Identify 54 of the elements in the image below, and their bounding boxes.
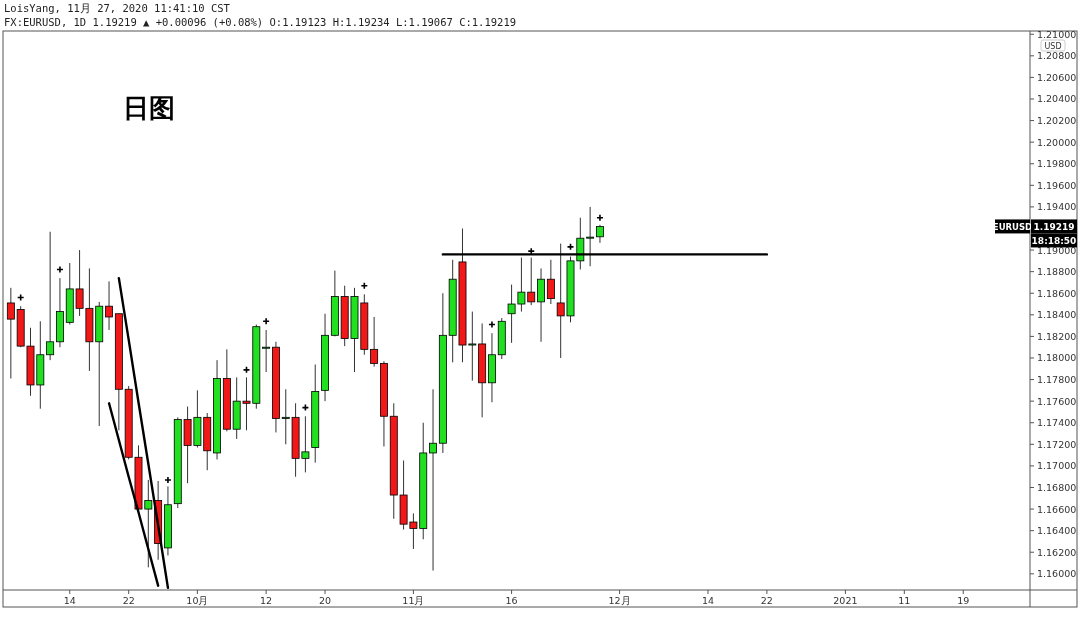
y-tick-label: 1.18400 (1037, 309, 1077, 321)
y-tick-label: 1.20400 (1037, 93, 1077, 105)
x-tick-label: 14 (701, 595, 714, 606)
candlestick (105, 280, 113, 331)
y-tick-label: 1.18800 (1037, 266, 1077, 278)
y-tick-label: 1.19000 (1037, 244, 1077, 256)
text: 1.19219 (1033, 221, 1075, 232)
x-tick-label: 2021 (833, 595, 858, 606)
y-tick-label: 1.20600 (1037, 71, 1077, 83)
x-tick-label: 12 (260, 595, 273, 606)
candlestick (596, 224, 604, 244)
y-tick-label: 1.17800 (1037, 374, 1077, 386)
text: LoisYang, 11月 27, 2020 11:41:10 CST (4, 2, 231, 14)
text: USD (1044, 41, 1062, 51)
y-tick-label: 1.18200 (1037, 330, 1077, 342)
y-tick-label: 1.19800 (1037, 158, 1077, 170)
point (164, 476, 172, 484)
candlestick (46, 231, 55, 361)
y-tick-label: 1.20000 (1037, 136, 1077, 148)
x-tick-label: 11 (898, 595, 911, 606)
x-tick-label: 11月 (402, 595, 425, 606)
y-tick-label: 1.19400 (1037, 201, 1077, 213)
candlestick (429, 388, 437, 572)
x-tick-label: 22 (760, 595, 773, 606)
y-tick-label: 1.16800 (1037, 481, 1077, 493)
x-tick-label: 19 (957, 595, 970, 606)
y-tick-label: 1.16600 (1037, 503, 1077, 515)
x-tick-label: 12月 (608, 595, 631, 606)
point (262, 317, 270, 326)
y-tick-label: 1.20800 (1037, 50, 1077, 62)
y-tick-label: 1.17000 (1037, 460, 1077, 472)
x-tick-label: 20 (319, 595, 332, 606)
x-tick-label: 16 (505, 595, 518, 606)
y-tick-label: 1.21000 (1037, 28, 1077, 40)
y-tick-label: 1.16400 (1037, 525, 1077, 537)
point (527, 247, 536, 255)
y-tick-label: 1.17400 (1037, 417, 1077, 429)
candlestick (546, 259, 555, 305)
candlestick (537, 267, 545, 343)
y-tick-label: 1.20200 (1037, 115, 1077, 127)
text: 日图 (123, 93, 175, 123)
x-tick-label: 22 (122, 595, 135, 606)
text: FX:EURUSD, 1D 1.19219 ▲ +0.00096 (+0.08%) O:1.19123 H:1.19234 L:1.19067 C:1.19219 (4, 16, 517, 28)
y-tick-label: 1.18000 (1037, 352, 1077, 364)
text: 18:18:50 (1031, 235, 1077, 246)
y-tick-label: 1.16000 (1037, 568, 1077, 580)
y-tick-label: 1.16200 (1037, 546, 1077, 558)
x-tick-label: 10月 (186, 595, 209, 606)
y-tick-label: 1.17600 (1037, 395, 1077, 407)
y-tick-label: 1.17200 (1037, 438, 1077, 450)
y-tick-label: 1.18600 (1037, 287, 1077, 299)
candlestick (262, 329, 271, 373)
y-tick-label: 1.19600 (1037, 179, 1077, 191)
x-tick-label: 14 (63, 595, 76, 606)
